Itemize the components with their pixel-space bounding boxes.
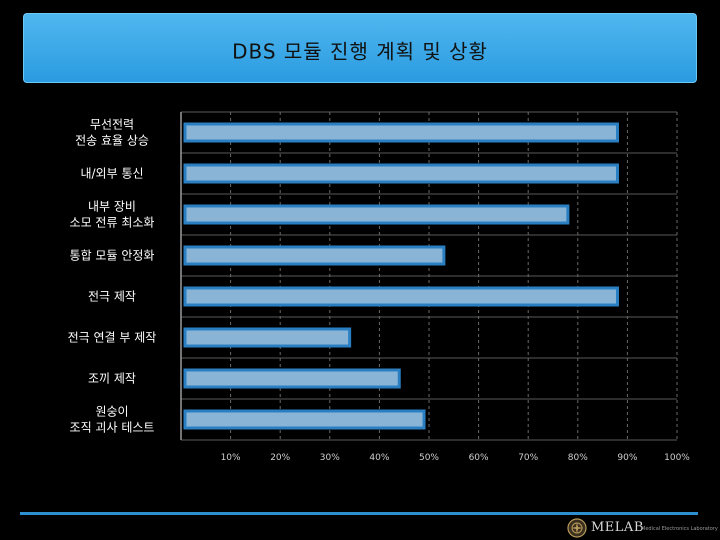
bar — [183, 327, 352, 348]
x-tick-label: 60% — [469, 453, 489, 463]
logo-subtext: Medical Electronics Laboratory — [641, 526, 718, 532]
bar — [183, 409, 426, 430]
melab-logo: MELAB Medical Electronics Laboratory — [567, 518, 718, 538]
category-label: 조끼 제작 — [88, 372, 136, 386]
x-tick-label: 70% — [518, 453, 538, 463]
bar — [183, 163, 619, 184]
title-banner: DBS 모듈 진행 계획 및 상황 — [23, 13, 697, 83]
category-label: 내부 장비 소모 전류 최소화 — [70, 200, 155, 230]
x-tick-label: 90% — [617, 453, 637, 463]
footer-line — [20, 512, 698, 515]
x-tick-label: 80% — [568, 453, 588, 463]
bar — [183, 122, 619, 143]
category-label: 무선전력 전송 효율 상승 — [75, 118, 149, 148]
category-label: 원숭이 조직 괴사 테스트 — [70, 405, 155, 435]
bar — [183, 286, 619, 307]
bar — [183, 204, 570, 225]
category-label: 전극 연결 부 제작 — [68, 331, 157, 345]
x-tick-label: 10% — [221, 453, 241, 463]
x-tick-label: 50% — [419, 453, 439, 463]
bar — [183, 245, 446, 266]
x-tick-label: 100% — [664, 453, 690, 463]
slide-title: DBS 모듈 진행 계획 및 상황 — [232, 39, 488, 64]
logo-text: MELAB — [591, 520, 644, 535]
category-label: 통합 모듈 안정화 — [70, 249, 155, 263]
bar — [183, 368, 401, 389]
x-tick-label: 30% — [320, 453, 340, 463]
x-tick-label: 20% — [270, 453, 290, 463]
category-label: 내/외부 통신 — [80, 167, 143, 181]
category-label: 전극 제작 — [88, 290, 136, 304]
seal-icon — [567, 518, 587, 538]
x-tick-label: 40% — [369, 453, 389, 463]
